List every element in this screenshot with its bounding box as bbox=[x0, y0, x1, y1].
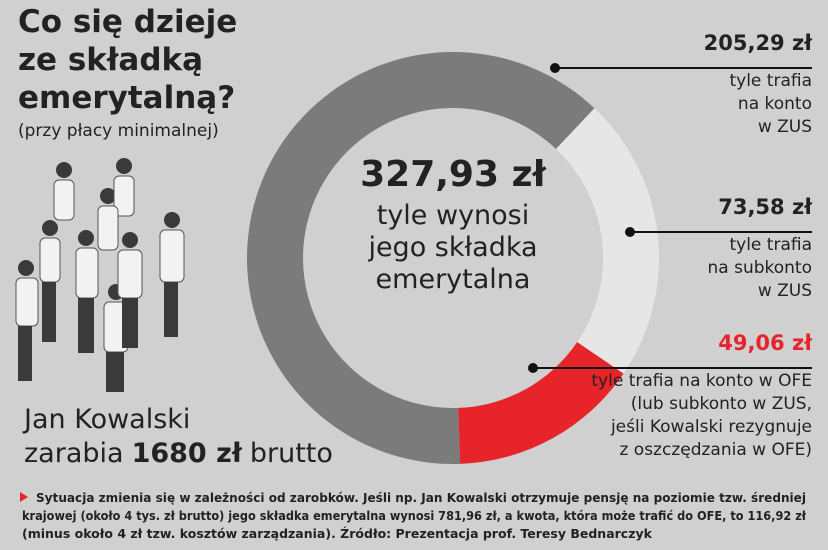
donut-segment bbox=[555, 108, 659, 374]
bullet bbox=[20, 492, 28, 502]
value-description: na subkonto bbox=[708, 258, 813, 278]
earns-text: zarabia bbox=[24, 438, 124, 469]
title-line: Co się dzieje bbox=[18, 4, 237, 40]
subtitle: (przy płacy minimalnej) bbox=[18, 121, 219, 141]
title-line: emerytalną? bbox=[18, 80, 235, 116]
leader-dot bbox=[528, 363, 538, 373]
value-label: 205,29 zł bbox=[704, 31, 814, 55]
value-description: z oszczędzania w OFE) bbox=[619, 440, 812, 460]
value-description: w ZUS bbox=[758, 281, 812, 301]
value-description: na konto bbox=[738, 94, 812, 114]
people-illustration bbox=[15, 158, 185, 392]
center-text: tyle wynosi bbox=[377, 200, 530, 231]
value-description: tyle trafia na konto w OFE bbox=[591, 371, 812, 391]
value-description: w ZUS bbox=[758, 117, 812, 137]
title-line: ze składką bbox=[18, 42, 203, 78]
value-label: 49,06 zł bbox=[718, 331, 813, 355]
value-description: (lub subkonto w ZUS, bbox=[631, 394, 812, 414]
gross-text: brutto bbox=[250, 438, 333, 469]
person-name: Jan Kowalski bbox=[22, 404, 190, 435]
center-text: jego składka bbox=[367, 232, 537, 263]
leader-dot bbox=[625, 227, 635, 237]
donut-segment bbox=[247, 51, 595, 464]
value-label: 73,58 zł bbox=[718, 195, 813, 219]
person-earnings: zarabia 1680 zł brutto bbox=[24, 438, 333, 469]
footer-line: Sytuacja zmienia się w zależności od zar… bbox=[36, 490, 806, 505]
amount-text: 1680 zł bbox=[132, 438, 243, 469]
donut-segment bbox=[458, 342, 624, 464]
leader-dot bbox=[550, 63, 560, 73]
center-total: 327,93 zł bbox=[360, 154, 547, 195]
center-text: emerytalna bbox=[376, 264, 531, 295]
footer-line: (minus około 4 zł tzw. kosztów zarządzan… bbox=[22, 526, 653, 541]
footer-line: krajowej (około 4 tys. zł brutto) jego s… bbox=[22, 508, 806, 523]
value-description: jeśli Kowalski rezygnuje bbox=[610, 417, 812, 437]
value-description: tyle trafia bbox=[729, 235, 812, 255]
value-description: tyle trafia bbox=[729, 71, 812, 91]
